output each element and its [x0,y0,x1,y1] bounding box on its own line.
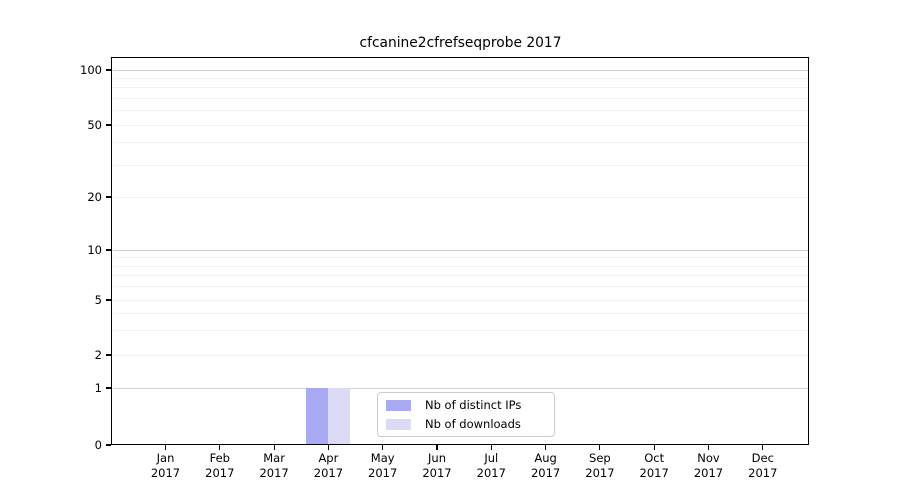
y-tick-label: 20 [87,189,102,204]
chart-title: cfcanine2cfrefseqprobe 2017 [359,35,562,51]
gridline-minor [113,142,808,144]
x-tick-label-sep: Sep 2017 [570,451,630,481]
y-tick-label: 1 [94,380,102,395]
gridline-minor [113,164,808,166]
x-tick-year: 2017 [748,466,778,480]
legend-swatch-nb-of-distinct-ips [386,399,411,411]
x-tick-mark [436,445,438,450]
x-tick-month: Aug [534,451,557,465]
x-tick-year: 2017 [368,466,398,480]
gridline-major [113,387,808,389]
x-tick-mark [219,445,221,450]
y-tick-label: 2 [94,347,102,362]
x-tick-label-feb: Feb 2017 [190,451,250,481]
y-tick-label: 100 [80,62,102,77]
legend-swatch-nb-of-downloads [386,418,411,430]
gridline-major [113,69,808,71]
x-tick-month: Mar [263,451,285,465]
gridline-minor [113,196,808,198]
x-tick-mark [327,445,329,450]
x-tick-year: 2017 [530,466,561,480]
x-tick-label-may: May 2017 [353,451,413,481]
x-tick-label-jan: Jan 2017 [136,451,196,481]
bar-nb-of-downloads-apr [328,388,351,445]
legend-row-nb-of-distinct-ips: Nb of distinct IPs [386,398,546,413]
legend: Nb of distinct IPs Nb of downloads [377,392,555,437]
gridline-minor [113,257,808,259]
gridline-minor [113,299,808,301]
x-tick-mark [545,445,547,450]
gridline-major [113,249,808,251]
y-tick-mark [106,249,111,251]
x-tick-label-mar: Mar 2017 [244,451,304,481]
x-tick-year: 2017 [150,466,181,480]
gridline-minor [113,354,808,356]
y-tick-label: 0 [94,437,102,452]
x-tick-year: 2017 [476,466,506,480]
y-tick-mark [106,124,111,126]
x-tick-label-jul: Jul 2017 [461,451,521,481]
gridline-minor [113,77,808,79]
gridline-minor [113,87,808,89]
x-tick-mark [490,445,492,450]
x-tick-label-apr: Apr 2017 [298,451,358,481]
x-tick-mark [762,445,764,450]
legend-label-nb-of-distinct-ips: Nb of distinct IPs [425,398,522,412]
x-tick-month: Sep [589,451,611,465]
gridline-minor [113,97,808,99]
gridline-minor [113,124,808,126]
x-tick-month: Feb [209,451,230,465]
x-tick-mark [382,445,384,450]
y-tick-label: 10 [87,242,102,257]
x-tick-mark [599,445,601,450]
x-tick-year: 2017 [205,466,235,480]
x-tick-label-aug: Aug 2017 [516,451,576,481]
gridline-minor [113,312,808,314]
gridline-minor [113,265,808,267]
legend-row-nb-of-downloads: Nb of downloads [386,417,546,432]
x-tick-year: 2017 [313,466,344,480]
x-tick-month: Jun [428,451,446,465]
x-tick-year: 2017 [693,466,724,480]
y-tick-mark [106,354,111,356]
gridline-minor [113,275,808,277]
bar-nb-of-distinct-ips-apr [306,388,329,445]
x-tick-month: May [370,451,395,465]
x-tick-month: Dec [751,451,774,465]
y-tick-mark [106,387,111,389]
y-tick-label: 50 [87,117,102,132]
x-tick-month: Nov [697,451,720,465]
x-tick-label-jun: Jun 2017 [407,451,467,481]
plot-area [111,57,809,445]
gridline-minor [113,286,808,288]
y-tick-mark [106,196,111,198]
x-tick-month: Jul [484,451,499,465]
x-tick-month: Apr [318,451,339,465]
x-tick-mark [164,445,167,450]
x-tick-year: 2017 [259,466,289,480]
y-tick-mark [106,444,111,446]
x-tick-label-dec: Dec 2017 [733,451,793,481]
x-tick-mark [653,445,655,450]
x-tick-label-oct: Oct 2017 [624,451,684,481]
x-tick-year: 2017 [639,466,669,480]
x-tick-month: Oct [644,451,665,465]
x-tick-label-nov: Nov 2017 [679,451,739,481]
x-tick-mark [273,445,275,450]
y-tick-mark [106,299,111,301]
x-tick-year: 2017 [585,466,615,480]
x-tick-year: 2017 [422,466,452,480]
y-tick-mark [106,69,111,71]
y-tick-label: 5 [94,292,102,307]
legend-label-nb-of-downloads: Nb of downloads [425,417,521,431]
x-tick-month: Jan [156,451,175,465]
gridline-minor [113,110,808,112]
x-tick-mark [707,445,710,450]
gridline-minor [113,330,808,332]
